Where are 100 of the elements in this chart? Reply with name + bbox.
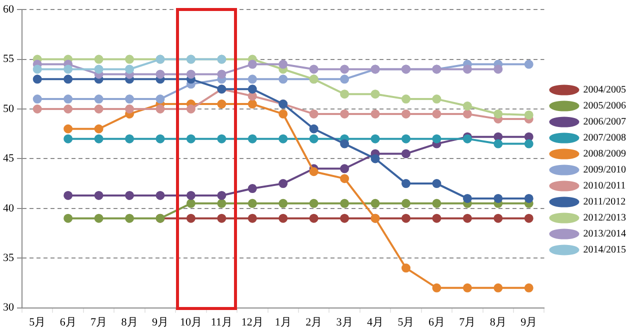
point xyxy=(432,134,442,144)
point xyxy=(186,104,196,114)
x-tick-label: 9月 xyxy=(520,316,538,328)
point xyxy=(494,139,503,148)
point xyxy=(309,134,318,144)
point xyxy=(186,214,196,223)
point xyxy=(340,64,350,74)
point xyxy=(64,94,73,104)
point xyxy=(94,64,104,74)
x-tick-label: 1月 xyxy=(274,316,292,328)
point xyxy=(432,94,442,104)
y-tick-label: 60 xyxy=(3,3,14,16)
point xyxy=(401,264,410,273)
x-tick-label: 4月 xyxy=(367,316,384,328)
x-tick-label: 11月 xyxy=(210,316,232,328)
point xyxy=(401,94,410,104)
point xyxy=(462,283,472,292)
point xyxy=(370,90,380,99)
point xyxy=(94,214,104,223)
point xyxy=(278,198,288,208)
point xyxy=(309,109,318,118)
legend-label: 2007/2008 xyxy=(583,132,626,144)
x-tick-label: 5月 xyxy=(398,316,414,328)
point xyxy=(309,198,318,208)
point xyxy=(248,198,257,208)
point xyxy=(248,84,257,94)
x-tick-label: 5月 xyxy=(29,316,46,328)
point xyxy=(32,94,42,104)
point xyxy=(340,90,350,99)
point xyxy=(462,109,472,118)
y-tick-label: 40 xyxy=(3,202,14,214)
point xyxy=(94,190,104,200)
y-tick-label: 30 xyxy=(3,302,14,314)
point xyxy=(494,109,503,118)
point xyxy=(125,104,134,114)
legend-label: 2010/2011 xyxy=(583,180,626,192)
point xyxy=(248,74,257,84)
point xyxy=(125,94,134,104)
point xyxy=(370,154,380,164)
legend-label: 2006/2007 xyxy=(583,116,626,128)
point xyxy=(278,74,288,84)
point xyxy=(462,194,472,203)
point xyxy=(248,214,257,223)
point xyxy=(524,283,534,292)
point xyxy=(340,198,350,208)
point xyxy=(156,94,165,104)
point xyxy=(340,164,350,174)
point xyxy=(64,190,73,200)
legend-label: 2014/2015 xyxy=(583,244,626,256)
point xyxy=(309,124,318,134)
point xyxy=(94,104,104,114)
point xyxy=(340,174,350,184)
point xyxy=(217,198,226,208)
point xyxy=(125,134,134,144)
point xyxy=(309,214,318,223)
point xyxy=(217,214,226,223)
point xyxy=(401,214,410,223)
legend-label: 2013/2014 xyxy=(583,228,626,240)
point xyxy=(370,109,380,118)
point xyxy=(32,74,42,84)
point xyxy=(494,194,503,203)
point xyxy=(524,110,534,120)
point xyxy=(524,194,534,203)
point xyxy=(125,64,134,74)
point xyxy=(494,132,503,142)
legend-label: 2008/2009 xyxy=(583,148,626,160)
point xyxy=(217,70,226,79)
point xyxy=(524,60,534,69)
point xyxy=(64,124,73,134)
point xyxy=(94,134,104,144)
x-tick-label: 10月 xyxy=(180,316,202,328)
point xyxy=(32,104,42,114)
point xyxy=(401,109,410,118)
point xyxy=(432,109,442,118)
point xyxy=(156,190,165,200)
legend-label: 2012/2013 xyxy=(583,212,626,224)
point xyxy=(248,60,257,69)
point xyxy=(64,64,73,74)
point xyxy=(370,198,380,208)
x-tick-label: 8月 xyxy=(490,316,506,328)
point xyxy=(462,64,472,74)
point xyxy=(401,198,410,208)
x-tick-label: 2月 xyxy=(306,316,322,328)
point xyxy=(309,167,318,176)
x-tick-label: 7月 xyxy=(459,316,476,328)
x-tick-label: 6月 xyxy=(60,316,76,328)
point xyxy=(125,214,134,223)
point xyxy=(64,104,73,114)
point xyxy=(248,134,257,144)
point xyxy=(125,54,134,64)
point xyxy=(401,149,410,158)
point xyxy=(186,198,196,208)
point xyxy=(156,70,165,79)
point xyxy=(432,179,442,188)
point xyxy=(64,214,73,223)
x-tick-label: 3月 xyxy=(336,316,353,328)
point xyxy=(125,190,134,200)
y-tick-label: 35 xyxy=(3,252,14,264)
x-tick-label: 9月 xyxy=(152,316,168,328)
point xyxy=(462,214,472,223)
